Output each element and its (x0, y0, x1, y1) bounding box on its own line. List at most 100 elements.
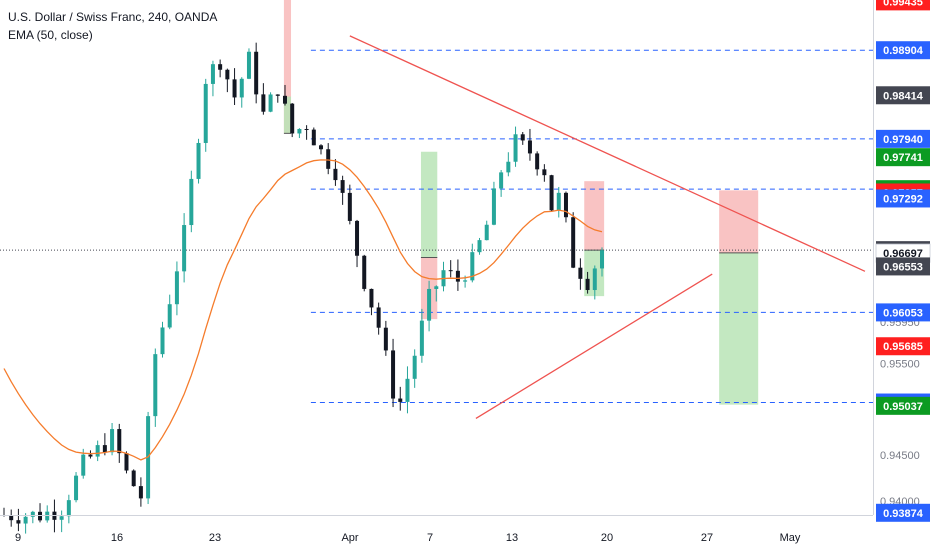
candle-body (110, 429, 115, 453)
candle-body (333, 168, 338, 181)
price-labels: 0.994350.989040.984140.979400.977410.973… (875, 0, 931, 522)
y-tick-label: 0.95500 (880, 358, 920, 370)
price-label-bg (876, 303, 930, 322)
price-label: 0.97292 (883, 193, 923, 205)
indicator-label[interactable]: EMA (50, close) (8, 28, 93, 42)
candle-body (239, 78, 244, 98)
candles (2, 42, 604, 534)
candle-body (556, 192, 561, 211)
trendlines[interactable] (349, 35, 866, 419)
candle-body (427, 288, 432, 321)
candle-body (153, 354, 158, 417)
price-label: 0.97940 (883, 134, 923, 146)
candle-body (174, 271, 179, 305)
x-tick-label: 23 (209, 532, 221, 544)
candle-body (275, 94, 280, 96)
price-label-bg (876, 0, 930, 11)
target-zone (420, 151, 438, 258)
candle-body (563, 192, 568, 218)
candle-body (506, 161, 511, 173)
x-tick-label: May (780, 532, 801, 544)
candle-body (535, 153, 540, 170)
candle-body (470, 252, 475, 281)
candle-body (578, 267, 583, 279)
candle-body (297, 128, 302, 134)
candle-body (160, 327, 165, 355)
x-tick-label: 7 (427, 532, 433, 544)
stop-zone (584, 181, 605, 251)
candle-body (268, 94, 273, 112)
candle-body (311, 129, 316, 146)
candle-body (282, 95, 287, 104)
x-tick-label: 13 (506, 532, 518, 544)
price-label: 0.98414 (883, 90, 924, 102)
stop-zone (719, 190, 759, 253)
candle-body (499, 172, 504, 189)
x-tick-label: 20 (601, 532, 613, 544)
x-tick-label: 16 (111, 532, 123, 544)
price-label: 0.97741 (883, 152, 923, 164)
candle-body (225, 69, 230, 80)
candle-body (182, 225, 187, 272)
candle-body (412, 355, 417, 379)
candle-body (391, 350, 396, 399)
price-label-bg (876, 503, 930, 522)
price-label-bg (876, 189, 930, 208)
stop-zone (283, 0, 292, 134)
candle-body (405, 378, 410, 402)
candle-body (362, 255, 367, 289)
price-label-bg (876, 257, 930, 276)
price-label: 0.96553 (883, 261, 923, 273)
candle-body (484, 224, 489, 241)
legend: U.S. Dollar / Swiss Franc, 240, OANDA EM… (8, 8, 217, 44)
candle-body (513, 134, 518, 162)
candle-body (138, 486, 143, 499)
candle-body (167, 304, 172, 328)
candle-body (369, 288, 374, 308)
candle-body (491, 188, 496, 225)
price-label: 0.99435 (883, 0, 923, 8)
price-label-bg (876, 129, 930, 148)
price-label: 0.95037 (883, 401, 923, 413)
candle-body (102, 445, 107, 453)
candle-body (16, 520, 21, 524)
candle-body (74, 475, 79, 501)
candle-body (232, 79, 237, 98)
price-label-bg (876, 41, 930, 60)
candle-body (542, 169, 547, 176)
candle-body (527, 140, 532, 154)
candle-body (131, 470, 136, 487)
price-label: 0.93874 (883, 508, 924, 520)
candle-body (383, 327, 388, 351)
candle-body (340, 180, 345, 193)
candle-body (203, 83, 208, 143)
candle-body (30, 511, 35, 517)
candle-body (600, 250, 604, 269)
candle-body (571, 217, 576, 268)
candle-body (549, 175, 554, 211)
candle-body (419, 320, 424, 356)
candle-body (477, 240, 482, 253)
x-tick-label: 9 (15, 532, 21, 544)
candle-body (585, 278, 590, 291)
chart-title[interactable]: U.S. Dollar / Swiss Franc, 240, OANDA (8, 10, 218, 24)
candle-body (66, 500, 71, 517)
candle-body (376, 307, 381, 328)
candle-body (81, 454, 86, 476)
trendline (475, 273, 713, 419)
candle-body (304, 128, 309, 130)
candle-body (95, 445, 100, 457)
ema-line (3, 159, 603, 461)
candle-body (117, 429, 122, 454)
dashed-levels (0, 49, 873, 404)
price-label-bg (876, 86, 930, 105)
candle-body (196, 142, 201, 179)
candle-body (9, 515, 14, 521)
candle-body (218, 64, 223, 70)
ema-polyline (3, 159, 603, 461)
price-label-bg (876, 396, 930, 415)
trendline (349, 35, 866, 272)
x-tick-label: 27 (701, 532, 713, 544)
